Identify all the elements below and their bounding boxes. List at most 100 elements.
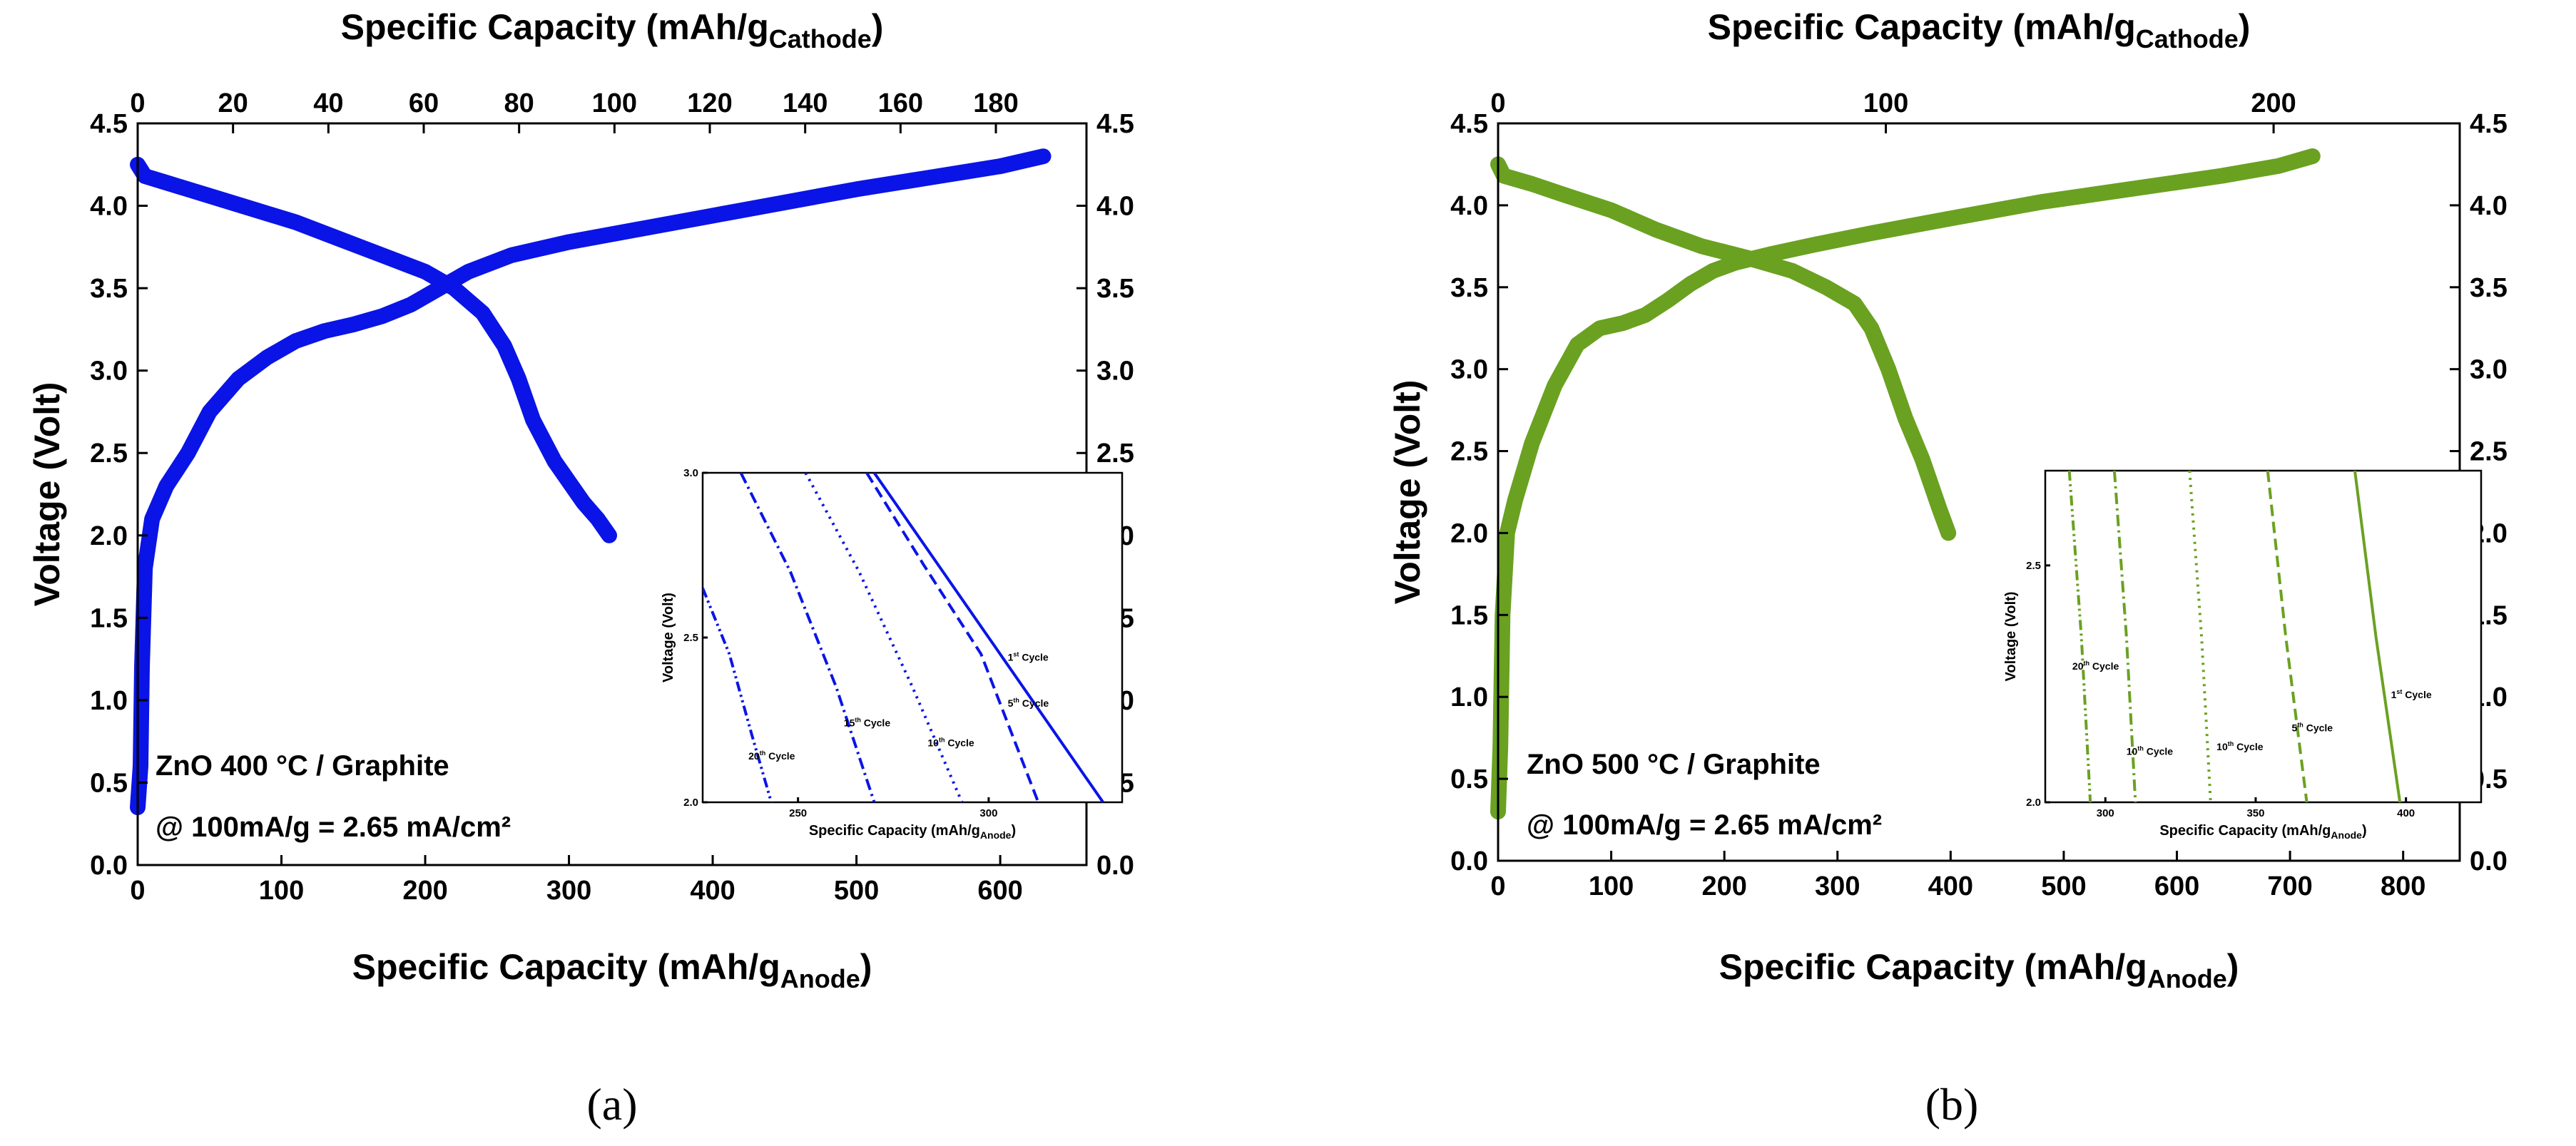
annotation-current-density: @ 100mA/g = 2.65 mA/cm² [156, 812, 511, 843]
inset-x-title-text: Specific Capacity (mAh/g [809, 823, 980, 839]
annotation-material: ZnO 500 °C / Graphite [1527, 749, 1821, 780]
top-tick-label: 200 [2251, 88, 2296, 118]
cycle-number: 20 [748, 750, 760, 762]
right-tick-label: 3.0 [1096, 357, 1134, 387]
right-tick-label: 3.5 [1096, 274, 1134, 304]
cycle-superscript: th [2137, 745, 2144, 752]
inset-series-1st-cycle [2353, 471, 2402, 802]
inset-y-title: Voltage (Volt) [2003, 592, 2019, 682]
inset-cycle-label: 5th Cycle [2292, 721, 2333, 733]
right-tick-label: 4.0 [1096, 192, 1134, 222]
cycle-word: Cycle [945, 737, 974, 748]
left-tick-label: 0.0 [1450, 846, 1488, 876]
right-tick-label: 3.0 [2470, 355, 2508, 385]
top-tick-label: 80 [504, 88, 534, 118]
top-tick-label: 180 [973, 88, 1018, 118]
inset-frame [2044, 469, 2483, 804]
top-tick-label: 0 [1490, 88, 1505, 118]
inset-series-20th-cycle [703, 587, 773, 802]
right-tick-label: 3.5 [2470, 273, 2508, 303]
cycle-number: 1 [2391, 689, 2397, 700]
inset-cycle-label: 15th Cycle [844, 717, 891, 729]
inset-x-tick-label: 300 [2097, 807, 2114, 819]
inset-cycle-label: 10th Cycle [2127, 745, 2174, 757]
inset-cycle-label: 1st Cycle [1008, 650, 1049, 662]
cycle-number: 5 [2292, 722, 2298, 733]
left-tick-label: 3.5 [1450, 273, 1488, 303]
cycle-superscript: th [2297, 721, 2303, 728]
top-axis-title: Specific Capacity (mAh/gCathode) [1708, 7, 2251, 53]
panel-b: 0 100 200 300 400 500 600 700 800 0 100 200 0.0 0.5 1.… [1388, 7, 2508, 1130]
inset-y-title: Voltage (Volt) [661, 593, 676, 682]
top-axis-title-close: ) [872, 7, 884, 47]
bottom-axis-title-subscript: Anode [2147, 964, 2227, 993]
right-tick-label: 2.5 [1096, 439, 1134, 469]
top-tick-label: 100 [1863, 88, 1908, 118]
right-tick-label: 4.0 [2470, 191, 2508, 221]
bottom-tick-label: 0 [130, 876, 145, 906]
bottom-axis-title-subscript: Anode [780, 964, 860, 993]
inset-series-5th-cycle [2266, 471, 2308, 802]
bottom-tick-label: 500 [2041, 871, 2086, 901]
inset-y-tick-label: 3.0 [683, 467, 698, 479]
cycle-number: 1 [1008, 651, 1014, 662]
top-axis-title-subscript: Cathode [2136, 24, 2239, 53]
left-tick-label: 4.5 [90, 109, 128, 139]
right-tick-label: 2.5 [2470, 437, 2508, 467]
cycle-number: 10 [2216, 741, 2228, 752]
series-line-discharge [1490, 156, 1957, 541]
cycle-number: 5 [1008, 697, 1014, 709]
top-tick-label: 40 [313, 88, 343, 118]
bottom-axis-title-close: ) [2227, 947, 2239, 987]
inset-x-tick-label: 250 [789, 807, 807, 819]
inset-y-tick-label: 2.0 [2026, 797, 2041, 809]
cycle-word: Cycle [2402, 689, 2431, 700]
bottom-tick-label: 100 [259, 876, 304, 906]
cycle-word: Cycle [2234, 741, 2263, 752]
inset-x-title: Specific Capacity (mAh/gAnode) [809, 823, 1016, 841]
cycle-word: Cycle [1019, 651, 1048, 662]
inset-series-15th-cycle [2112, 471, 2137, 802]
top-axis-title-text: Specific Capacity (mAh/g [1708, 7, 2136, 47]
right-tick-label: 0.0 [1096, 851, 1134, 881]
cycle-superscript: th [2228, 740, 2234, 747]
top-tick-label: 60 [409, 88, 439, 118]
cycle-superscript: st [2396, 688, 2402, 695]
inset-cycle-label: 20th Cycle [2072, 660, 2119, 672]
cycle-word: Cycle [2144, 746, 2173, 757]
left-tick-label: 1.0 [90, 686, 128, 716]
bottom-tick-label: 0 [1490, 871, 1505, 901]
left-tick-label: 4.0 [1450, 191, 1488, 221]
inset-cycle-label: 10th Cycle [2216, 740, 2264, 752]
left-tick-label: 2.5 [90, 439, 128, 469]
bottom-tick-label: 200 [402, 876, 447, 906]
cycle-superscript: th [939, 736, 945, 743]
bottom-tick-label: 100 [1589, 871, 1634, 901]
cycle-superscript: th [1013, 697, 1019, 704]
inset-y-tick-label: 2.5 [683, 632, 698, 644]
inset-series-5th-cycle [865, 473, 1040, 802]
left-tick-label: 2.0 [1450, 518, 1488, 548]
annotation-material: ZnO 400 °C / Graphite [156, 750, 449, 782]
top-tick-label: 0 [130, 88, 145, 118]
left-tick-label: 3.5 [90, 274, 128, 304]
top-tick-label: 140 [783, 88, 828, 118]
series-line-discharge [130, 156, 617, 543]
bottom-tick-label: 300 [1815, 871, 1860, 901]
cycle-number: 10 [927, 737, 939, 748]
bottom-axis-title: Specific Capacity (mAh/gAnode) [352, 947, 872, 993]
bottom-axis-title-text: Specific Capacity (mAh/g [352, 947, 780, 987]
cycle-word: Cycle [2089, 660, 2119, 672]
top-axis-title-close: ) [2239, 7, 2251, 47]
left-tick-label: 4.5 [1450, 109, 1488, 139]
inset-series-15th-cycle [739, 473, 876, 802]
inset-x-tick-label: 400 [2397, 807, 2415, 819]
cycle-superscript: th [760, 749, 766, 757]
bottom-tick-label: 700 [2267, 871, 2312, 901]
left-tick-label: 1.5 [1450, 600, 1488, 630]
bottom-tick-label: 600 [2154, 871, 2199, 901]
left-tick-label: 0.0 [90, 851, 128, 881]
left-tick-label: 3.0 [90, 357, 128, 387]
